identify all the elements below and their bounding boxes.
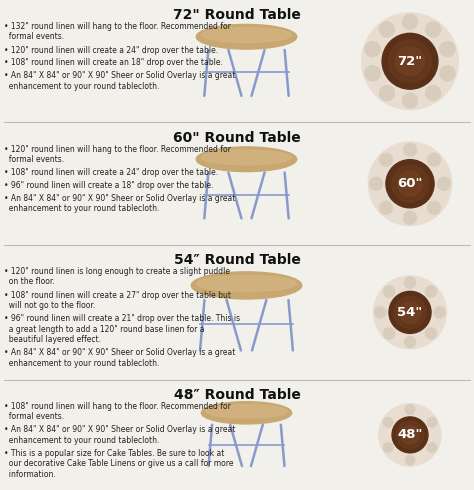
Circle shape — [403, 211, 417, 224]
Circle shape — [439, 41, 456, 57]
Circle shape — [392, 165, 428, 202]
Ellipse shape — [206, 405, 287, 418]
Text: • 108" round linen will hang to the floor. Recommended for
  formal events.: • 108" round linen will hang to the floo… — [4, 402, 231, 421]
Circle shape — [368, 142, 452, 225]
Circle shape — [383, 286, 395, 297]
Circle shape — [437, 177, 451, 191]
Circle shape — [434, 306, 446, 318]
Circle shape — [379, 201, 393, 215]
Circle shape — [427, 417, 437, 427]
Circle shape — [365, 66, 381, 81]
Ellipse shape — [196, 24, 297, 49]
Circle shape — [401, 426, 419, 444]
Text: • 96" round linen will create a 21" drop over the table. This is
  a great lengt: • 96" round linen will create a 21" drop… — [4, 314, 240, 344]
Circle shape — [427, 153, 441, 167]
Text: • 120" round linen will create a 24" drop over the table.: • 120" round linen will create a 24" dro… — [4, 46, 218, 54]
Circle shape — [383, 327, 395, 339]
Text: 48″ Round Table: 48″ Round Table — [173, 388, 301, 402]
Circle shape — [405, 404, 415, 415]
Text: 72": 72" — [397, 55, 423, 68]
Ellipse shape — [191, 272, 302, 299]
Circle shape — [379, 404, 441, 466]
Circle shape — [369, 177, 383, 191]
Circle shape — [402, 14, 418, 30]
Circle shape — [396, 421, 424, 449]
Text: • 132" round linen will hang to the floor. Recommended for
  formal events.: • 132" round linen will hang to the floo… — [4, 22, 231, 41]
Text: • An 84" X 84" or 90" X 90" Sheer or Solid Overlay is a great
  enhancement to y: • An 84" X 84" or 90" X 90" Sheer or Sol… — [4, 425, 236, 445]
Circle shape — [362, 13, 458, 110]
Circle shape — [427, 201, 441, 215]
Ellipse shape — [201, 150, 292, 165]
Text: • An 84" X 84" or 90" X 90" Sheer or Solid Overlay is a great
  enhancement to y: • An 84" X 84" or 90" X 90" Sheer or Sol… — [4, 194, 236, 213]
Circle shape — [389, 292, 431, 333]
Text: • 108" round linen will create a 24" drop over the table.: • 108" round linen will create a 24" dro… — [4, 168, 218, 177]
Ellipse shape — [201, 402, 292, 424]
Circle shape — [403, 143, 417, 157]
Text: 54": 54" — [397, 306, 423, 319]
Text: 60": 60" — [397, 177, 423, 190]
Ellipse shape — [201, 27, 292, 43]
Circle shape — [402, 93, 418, 108]
Circle shape — [394, 296, 426, 328]
Ellipse shape — [196, 147, 297, 172]
Circle shape — [439, 66, 456, 81]
Circle shape — [379, 22, 395, 37]
Circle shape — [425, 22, 441, 37]
Text: • An 84" X 84" or 90" X 90" Sheer or Solid Overlay is a great
  enhancement to y: • An 84" X 84" or 90" X 90" Sheer or Sol… — [4, 71, 236, 91]
Circle shape — [383, 442, 393, 453]
Circle shape — [386, 160, 434, 208]
Circle shape — [389, 40, 431, 83]
Text: 72" Round Table: 72" Round Table — [173, 8, 301, 22]
Circle shape — [396, 47, 424, 75]
Circle shape — [404, 277, 416, 289]
Circle shape — [383, 417, 393, 427]
Text: • 120" round linen is long enough to create a slight puddle
  on the floor.: • 120" round linen is long enough to cre… — [4, 267, 230, 286]
Ellipse shape — [197, 275, 296, 292]
Text: 60" Round Table: 60" Round Table — [173, 130, 301, 145]
Circle shape — [365, 41, 381, 57]
Circle shape — [425, 85, 441, 101]
Text: • 96" round linen will create a 18" drop over the table.: • 96" round linen will create a 18" drop… — [4, 181, 213, 190]
Circle shape — [405, 455, 415, 466]
Text: • An 84" X 84" or 90" X 90" Sheer or Solid Overlay is a great
  enhancement to y: • An 84" X 84" or 90" X 90" Sheer or Sol… — [4, 348, 236, 368]
Circle shape — [374, 276, 447, 349]
Circle shape — [425, 327, 437, 339]
Circle shape — [427, 442, 437, 453]
Text: 54″ Round Table: 54″ Round Table — [173, 253, 301, 267]
Text: • 120" round linen will hang to the floor. Recommended for
  formal events.: • 120" round linen will hang to the floo… — [4, 145, 231, 164]
Circle shape — [425, 286, 437, 297]
Text: 48": 48" — [397, 428, 423, 441]
Circle shape — [379, 85, 395, 101]
Circle shape — [374, 306, 386, 318]
Text: • 108" round linen will create a 27" drop over the table but
  will not go to th: • 108" round linen will create a 27" dro… — [4, 291, 231, 310]
Circle shape — [382, 33, 438, 89]
Text: • 108" round linen will create an 18" drop over the table.: • 108" round linen will create an 18" dr… — [4, 58, 223, 67]
Circle shape — [392, 417, 428, 453]
Circle shape — [379, 153, 393, 167]
Text: • This is a popular size for Cake Tables. Be sure to look at
  our decorative Ca: • This is a popular size for Cake Tables… — [4, 449, 234, 479]
Circle shape — [404, 336, 416, 348]
Circle shape — [399, 301, 421, 323]
Circle shape — [398, 172, 422, 196]
